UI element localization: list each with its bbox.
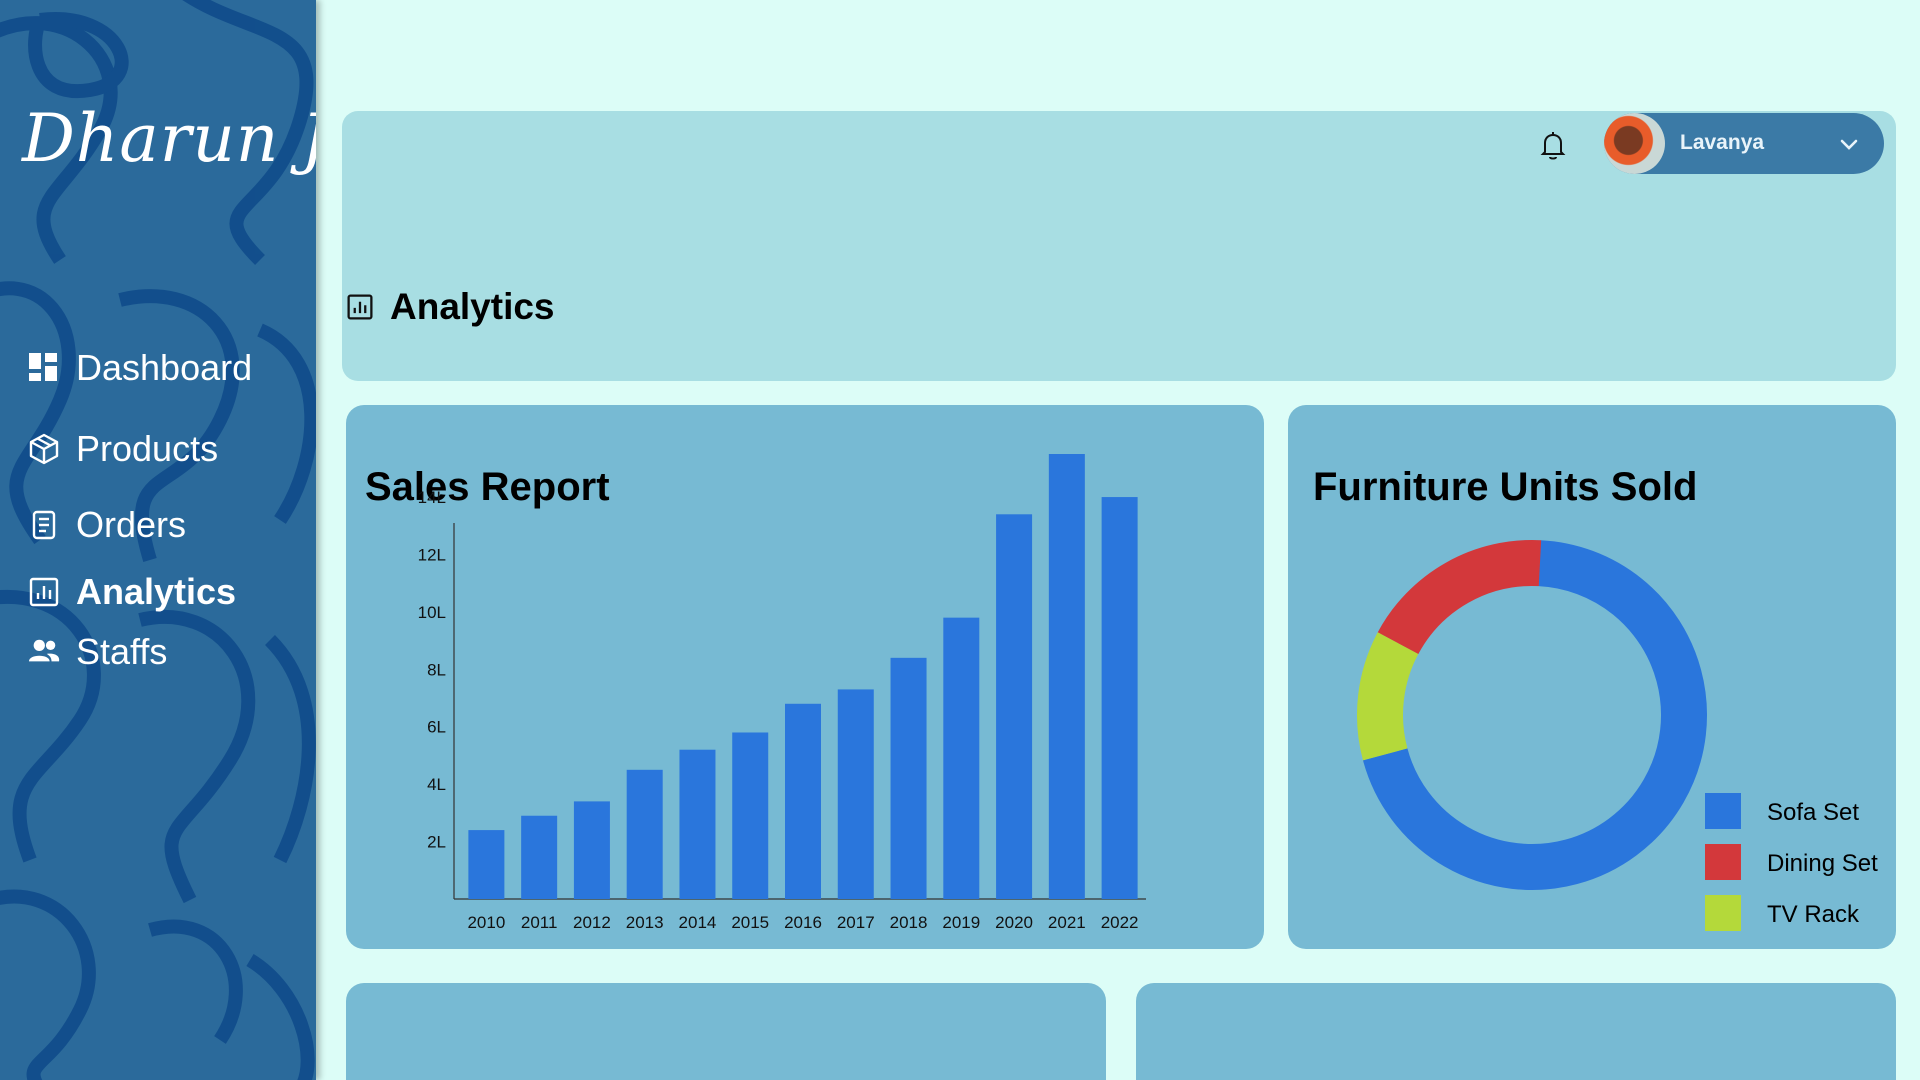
page-heading: Analytics xyxy=(346,286,555,328)
slice-tv-rack xyxy=(1357,540,1707,890)
x-tick-label: 2019 xyxy=(942,913,980,932)
y-tick-label: 14L xyxy=(418,488,446,507)
legend-swatch xyxy=(1705,895,1741,931)
sales-report-title: Sales Report xyxy=(365,465,610,509)
slice-dining-set xyxy=(1357,540,1707,890)
bar-2020 xyxy=(996,514,1033,899)
y-tick-label: 12L xyxy=(418,545,446,564)
legend-swatch xyxy=(1705,844,1741,880)
bottom-right-card xyxy=(1136,983,1896,1080)
bar-2015 xyxy=(732,732,769,899)
bar-2019 xyxy=(943,617,980,899)
x-tick-label: 2021 xyxy=(1048,913,1086,932)
bottom-left-card xyxy=(346,983,1106,1080)
bar-2021 xyxy=(1048,454,1085,899)
bar-2017 xyxy=(837,689,874,899)
x-tick-label: 2010 xyxy=(467,913,505,932)
bar-2022 xyxy=(1101,497,1138,899)
chevron-down-icon xyxy=(1838,133,1860,155)
user-name: Lavanya xyxy=(1680,131,1765,154)
sidebar-item-orders[interactable]: Orders xyxy=(28,504,186,546)
dashboard-icon xyxy=(28,352,60,384)
sidebar-item-label: Staffs xyxy=(76,631,168,672)
x-tick-label: 2016 xyxy=(784,913,822,932)
document-icon xyxy=(28,509,60,541)
sidebar-item-label: Orders xyxy=(76,504,187,545)
x-tick-label: 2020 xyxy=(995,913,1033,932)
x-tick-label: 2011 xyxy=(521,913,558,932)
donut-ring xyxy=(1357,540,1707,890)
x-tick-label: 2017 xyxy=(837,913,875,932)
bar-chart-icon xyxy=(346,293,374,321)
legend-label: TV Rack xyxy=(1767,901,1860,928)
units-sold-title: Furniture Units Sold xyxy=(1313,465,1698,509)
legend-label: Dining Set xyxy=(1767,850,1878,877)
x-tick-label: 2012 xyxy=(573,913,611,932)
sidebar-item-staffs[interactable]: Staffs xyxy=(28,631,167,673)
y-tick-label: 6L xyxy=(427,718,446,737)
bar-2016 xyxy=(785,703,821,899)
x-tick-label: 2015 xyxy=(731,913,769,932)
bar-2013 xyxy=(626,769,663,899)
x-tick-label: 2014 xyxy=(679,913,717,932)
units-sold-card: Furniture Units Sold Sofa Set Dining Set T… xyxy=(1288,405,1896,949)
notification-bell-icon[interactable] xyxy=(1536,128,1570,162)
sidebar-item-label: Dashboard xyxy=(76,347,253,388)
user-menu-button[interactable]: Lavanya xyxy=(1604,113,1884,174)
page-title: Analytics xyxy=(390,286,555,327)
sidebar-item-label: Analytics xyxy=(76,571,237,612)
bar-2018 xyxy=(890,657,927,899)
x-tick-label: 2018 xyxy=(890,913,928,932)
box-icon xyxy=(28,433,60,465)
y-tick-label: 10L xyxy=(418,603,446,622)
sales-bar-chart: 2L 4L 6L 8L 10L 12L 14L 2010 2011 2012 2013 2014 201… xyxy=(418,454,1146,932)
y-tick-label: 2L xyxy=(427,833,446,852)
sales-report-card: Sales Report 2L 4L 6L 8L 10L 12L 14L 2010 2011 20… xyxy=(346,405,1264,949)
bar-2012 xyxy=(573,801,610,899)
bar-2014 xyxy=(679,749,716,899)
brand-logo: Dharun J xyxy=(22,100,316,177)
legend-swatch xyxy=(1705,793,1741,829)
people-icon xyxy=(28,636,60,668)
legend-label: Sofa Set xyxy=(1767,799,1859,826)
y-tick-label: 8L xyxy=(427,660,446,679)
sidebar-item-analytics[interactable]: Analytics xyxy=(28,571,236,613)
bar-chart-icon xyxy=(28,576,60,608)
sidebar-item-label: Products xyxy=(76,428,219,469)
units-donut-chart: Sofa Set Dining Set TV Rack xyxy=(1357,540,1878,931)
bar-2010 xyxy=(468,830,505,899)
sidebar-item-dashboard[interactable]: Dashboard xyxy=(28,347,252,389)
sidebar: Dharun J Dashboard Products Orders Analy… xyxy=(0,0,316,1080)
y-tick-label: 4L xyxy=(427,775,446,794)
avatar xyxy=(1604,113,1665,174)
x-tick-label: 2022 xyxy=(1101,913,1139,932)
x-tick-label: 2013 xyxy=(626,913,664,932)
sidebar-item-products[interactable]: Products xyxy=(28,428,218,470)
bar-2011 xyxy=(521,815,558,899)
